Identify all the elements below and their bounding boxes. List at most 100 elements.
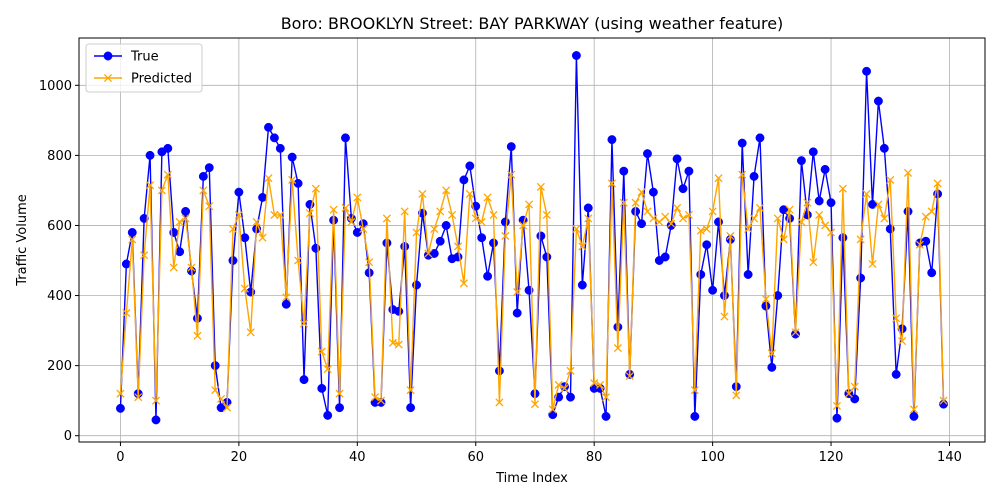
data-point xyxy=(436,207,445,216)
data-point xyxy=(506,142,516,152)
y-axis-label: Traffic Volume xyxy=(15,194,30,287)
data-point xyxy=(779,235,788,244)
data-point xyxy=(797,217,806,227)
data-point xyxy=(435,236,445,246)
data-point xyxy=(530,400,540,409)
data-point xyxy=(134,393,143,402)
data-point xyxy=(205,202,214,211)
data-point xyxy=(720,312,729,321)
data-point xyxy=(329,205,338,214)
plot-frame xyxy=(78,37,986,443)
data-point xyxy=(838,233,848,243)
data-point xyxy=(554,380,563,389)
data-point xyxy=(939,396,948,405)
data-point xyxy=(116,403,125,413)
data-point xyxy=(542,252,552,262)
x-tick-label: 80 xyxy=(586,450,603,465)
legend-label: Predicted xyxy=(131,72,192,87)
data-point xyxy=(483,271,493,281)
data-point xyxy=(743,270,753,279)
data-point xyxy=(198,171,208,181)
y-tick-label: 1000 xyxy=(39,79,72,94)
data-point xyxy=(667,219,676,228)
data-point xyxy=(489,210,498,220)
data-point xyxy=(282,293,291,302)
data-point xyxy=(684,210,693,220)
data-point xyxy=(270,210,279,220)
data-point xyxy=(365,258,374,267)
data-point xyxy=(625,372,634,381)
data-point xyxy=(128,235,137,244)
data-point xyxy=(145,150,155,160)
data-point xyxy=(275,143,285,153)
data-point xyxy=(773,214,782,223)
data-point xyxy=(187,263,196,272)
data-point xyxy=(281,299,291,309)
data-point xyxy=(542,210,551,220)
data-point xyxy=(820,164,830,174)
data-point xyxy=(702,224,711,234)
data-point xyxy=(909,411,919,421)
data-point xyxy=(637,219,646,229)
data-point xyxy=(649,214,658,223)
data-point xyxy=(720,291,729,300)
legend-marker xyxy=(103,51,113,61)
data-point xyxy=(785,205,794,214)
data-point xyxy=(548,405,557,414)
data-point xyxy=(494,366,504,376)
data-point xyxy=(578,242,587,251)
data-point xyxy=(536,182,545,191)
data-point xyxy=(169,263,178,272)
data-point xyxy=(382,214,391,223)
data-point xyxy=(767,362,777,372)
data-point xyxy=(826,198,836,208)
data-point xyxy=(252,217,261,227)
data-point xyxy=(228,224,238,234)
data-point xyxy=(738,170,747,179)
data-point xyxy=(406,403,416,413)
data-point xyxy=(500,217,510,227)
data-point xyxy=(672,154,682,164)
data-point xyxy=(903,206,913,216)
data-point xyxy=(276,210,285,220)
data-point xyxy=(583,203,593,213)
data-point xyxy=(933,179,942,188)
data-point xyxy=(234,210,243,220)
data-point xyxy=(696,270,706,279)
data-point xyxy=(808,147,818,157)
data-point xyxy=(809,258,818,267)
x-tick-label: 0 xyxy=(116,450,124,465)
data-point xyxy=(240,233,250,243)
data-point xyxy=(151,396,161,405)
data-point xyxy=(477,233,487,243)
data-point xyxy=(287,152,297,162)
data-point xyxy=(495,398,504,407)
data-point xyxy=(619,166,629,176)
legend-marker xyxy=(103,73,113,83)
data-point xyxy=(216,403,226,413)
data-point xyxy=(838,184,847,193)
data-point xyxy=(352,228,362,237)
data-point xyxy=(145,181,155,190)
data-point xyxy=(826,228,836,237)
data-point xyxy=(803,198,812,207)
data-point xyxy=(199,186,208,195)
data-point xyxy=(240,284,249,293)
y-tick-label: 200 xyxy=(47,359,72,374)
data-point xyxy=(412,280,421,290)
data-point xyxy=(175,217,184,227)
data-point xyxy=(371,393,380,402)
data-point xyxy=(269,133,279,143)
data-point xyxy=(139,214,149,223)
data-point xyxy=(299,375,309,385)
data-point xyxy=(305,209,315,218)
data-point xyxy=(441,221,451,230)
data-point xyxy=(311,184,320,193)
data-point xyxy=(690,411,700,421)
data-point xyxy=(880,214,889,223)
data-point xyxy=(773,291,783,300)
data-point xyxy=(619,198,628,207)
data-point xyxy=(714,174,723,183)
x-axis-label: Time Index xyxy=(495,471,568,486)
data-point xyxy=(430,224,439,234)
